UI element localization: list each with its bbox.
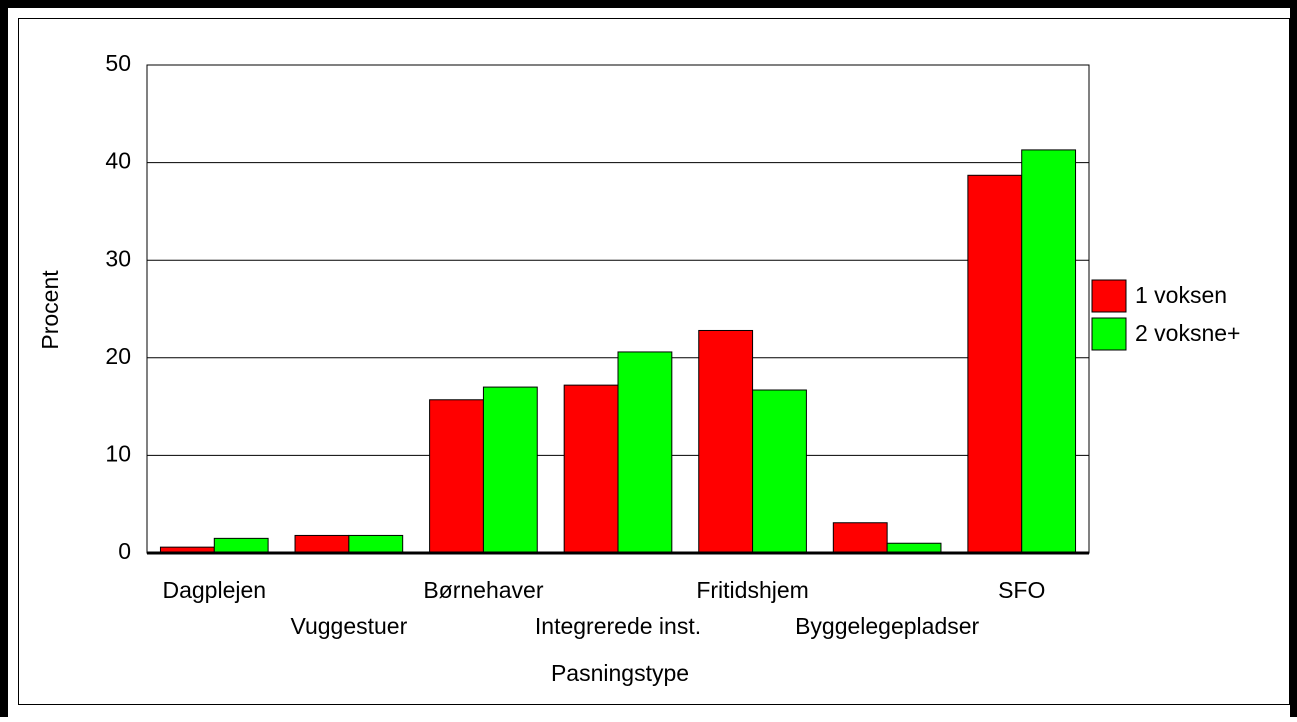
frame <box>1290 0 1297 717</box>
bar <box>698 329 754 554</box>
bar <box>832 522 888 554</box>
frame <box>0 0 1297 8</box>
x-tick-label: Integrerede inst. <box>535 613 701 639</box>
bar <box>752 389 807 554</box>
x-tick-label: Fritidshjem <box>696 577 808 603</box>
x-axis-title: Pasningstype <box>551 660 689 686</box>
x-tick-label: SFO <box>998 577 1045 603</box>
bar <box>213 537 269 554</box>
bar <box>348 534 404 554</box>
bar <box>617 351 673 554</box>
y-tick-label: 50 <box>105 50 131 76</box>
bar <box>563 384 619 554</box>
x-tick-label: Byggelegepladser <box>795 613 979 639</box>
frame <box>0 0 8 717</box>
bar <box>294 534 350 554</box>
y-tick-label: 30 <box>105 245 131 271</box>
x-tick-label: Vuggestuer <box>290 613 407 639</box>
bar <box>1021 149 1077 554</box>
y-tick-label: 10 <box>105 440 131 466</box>
legend-swatch <box>1091 317 1127 351</box>
bar <box>482 386 538 554</box>
y-tick-label: 40 <box>105 148 131 174</box>
y-tick-label: 20 <box>105 343 131 369</box>
y-axis-title: Procent <box>37 270 63 350</box>
bar <box>967 174 1023 554</box>
legend-label: 1 voksen <box>1135 282 1227 308</box>
legend-swatch <box>1091 279 1127 313</box>
bar <box>429 399 484 554</box>
y-tick-label: 0 <box>118 538 131 564</box>
legend-label: 2 voksne+ <box>1135 320 1241 346</box>
x-tick-label: Børnehaver <box>423 577 544 603</box>
inner-frame <box>18 18 1290 705</box>
x-tick-label: Dagplejen <box>162 577 266 603</box>
